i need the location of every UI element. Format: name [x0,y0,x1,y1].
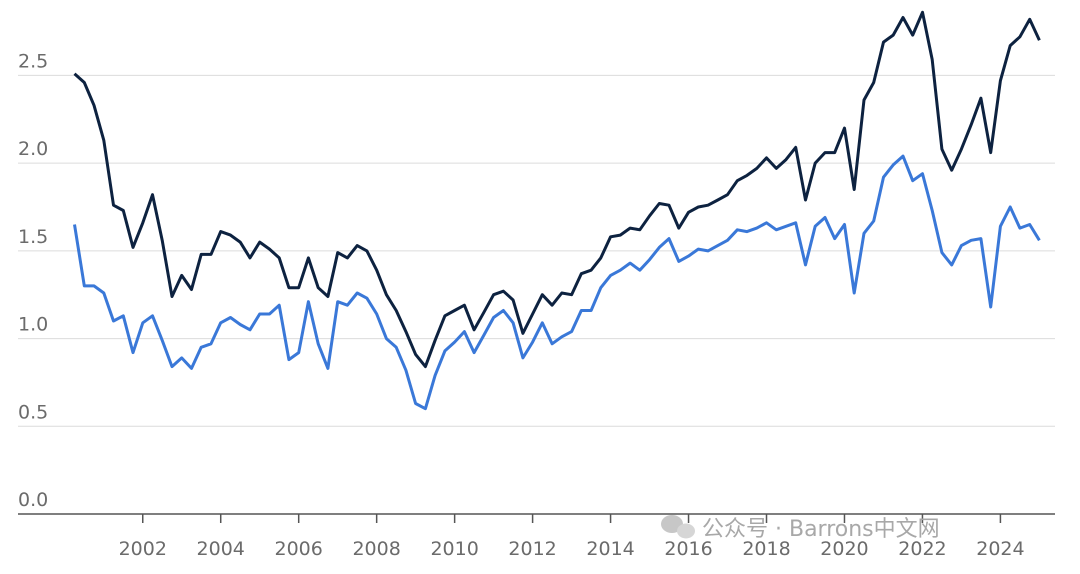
x-tick-label: 2006 [275,538,323,560]
x-tick-label: 2012 [508,538,556,560]
x-tick-label: 2016 [664,538,712,560]
series-line [73,154,1041,411]
x-tick-label: 2020 [820,538,868,560]
watermark: 公众号 · Barrons中文网 [702,517,940,542]
y-tick-label: 2.0 [18,138,48,160]
series-line [73,10,1041,369]
y-tick-label: 0.0 [18,489,48,511]
x-tick-label: 2010 [430,538,478,560]
x-tick-label: 2004 [197,538,245,560]
x-tick-label: 2018 [742,538,790,560]
y-tick-label: 0.5 [18,401,48,423]
x-tick-label: 2008 [352,538,400,560]
x-tick-label: 2024 [976,538,1024,560]
y-tick-label: 1.5 [18,226,48,248]
y-tick-label: 2.5 [18,50,48,72]
x-tick-label: 2002 [119,538,167,560]
x-tick-label: 2022 [898,538,946,560]
x-tick-label: 2014 [586,538,634,560]
watermark-icon [661,515,695,539]
y-tick-label: 1.0 [18,314,48,336]
